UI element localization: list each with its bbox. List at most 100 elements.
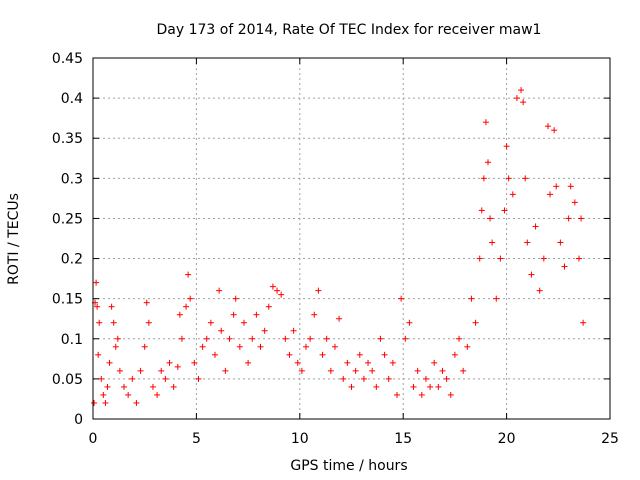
data-point xyxy=(547,191,554,198)
data-point xyxy=(303,343,310,350)
data-point xyxy=(505,175,512,182)
data-point xyxy=(323,335,330,342)
data-point xyxy=(307,335,314,342)
data-point xyxy=(319,351,326,358)
data-point xyxy=(195,375,202,382)
data-point xyxy=(472,319,479,326)
data-point xyxy=(464,343,471,350)
data-point xyxy=(176,311,183,318)
data-point xyxy=(348,383,355,390)
data-point xyxy=(509,191,516,198)
data-point xyxy=(418,391,425,398)
data-point xyxy=(551,127,558,134)
data-point xyxy=(137,367,144,374)
data-point xyxy=(294,359,301,366)
data-point xyxy=(398,295,405,302)
data-point xyxy=(226,335,233,342)
y-tick-label: 0 xyxy=(74,412,83,428)
data-point xyxy=(513,95,520,102)
data-point xyxy=(95,351,102,358)
data-point xyxy=(218,327,225,334)
data-point xyxy=(94,303,101,310)
data-point xyxy=(520,99,527,106)
x-tick-labels: 0 5 10 15 20 25 xyxy=(89,431,619,447)
data-point xyxy=(112,343,119,350)
data-point xyxy=(422,375,429,382)
data-point xyxy=(162,375,169,382)
data-point xyxy=(143,299,150,306)
data-point xyxy=(497,255,504,262)
data-point xyxy=(381,351,388,358)
data-point xyxy=(100,391,107,398)
data-point xyxy=(489,239,496,246)
data-point xyxy=(199,343,206,350)
data-point xyxy=(222,367,229,374)
y-tick-label: 0.1 xyxy=(61,332,83,348)
data-point xyxy=(503,143,510,150)
y-axis-label: ROTI / TECUs xyxy=(6,193,22,285)
data-point xyxy=(406,319,413,326)
data-point xyxy=(265,303,272,310)
data-point xyxy=(561,263,568,270)
data-point xyxy=(290,327,297,334)
data-point xyxy=(102,399,109,406)
data-point xyxy=(261,327,268,334)
data-point xyxy=(232,295,239,302)
data-point xyxy=(187,295,194,302)
data-point xyxy=(91,399,98,406)
data-point xyxy=(340,375,347,382)
data-point xyxy=(575,255,582,262)
y-tick-label: 0.4 xyxy=(61,91,83,107)
data-point xyxy=(567,183,574,190)
data-point xyxy=(480,175,487,182)
y-tick-labels: 0 0.05 0.1 0.15 0.2 0.25 0.3 0.35 0.4 0.45 xyxy=(52,51,83,428)
y-tick-label: 0.25 xyxy=(52,211,83,227)
data-point xyxy=(427,383,434,390)
data-point xyxy=(431,359,438,366)
data-point xyxy=(311,311,318,318)
data-point xyxy=(435,383,442,390)
data-point xyxy=(240,319,247,326)
data-point xyxy=(154,391,161,398)
data-point xyxy=(493,295,500,302)
data-point xyxy=(565,215,572,222)
data-point xyxy=(389,359,396,366)
data-point xyxy=(327,367,334,374)
data-point xyxy=(414,367,421,374)
x-tick-label: 25 xyxy=(601,431,619,447)
data-point xyxy=(352,367,359,374)
data-point xyxy=(274,287,281,294)
data-point xyxy=(518,87,525,94)
data-point xyxy=(216,287,223,294)
data-point xyxy=(532,223,539,230)
data-point xyxy=(478,207,485,214)
data-point xyxy=(121,383,128,390)
data-point xyxy=(108,303,115,310)
data-point xyxy=(385,375,392,382)
grid-lines xyxy=(93,58,610,419)
data-point xyxy=(96,319,103,326)
data-point xyxy=(257,343,264,350)
data-point xyxy=(447,391,454,398)
data-point xyxy=(282,335,289,342)
data-point xyxy=(133,399,140,406)
data-point xyxy=(183,303,190,310)
data-point xyxy=(522,175,529,182)
data-point xyxy=(253,311,260,318)
data-point xyxy=(456,335,463,342)
data-point xyxy=(298,367,305,374)
data-point xyxy=(98,375,105,382)
data-point xyxy=(278,291,285,298)
data-point xyxy=(468,295,475,302)
data-point xyxy=(553,183,560,190)
data-point xyxy=(373,383,380,390)
data-point xyxy=(174,363,181,370)
data-point xyxy=(439,367,446,374)
data-point xyxy=(528,271,535,278)
data-point xyxy=(336,315,343,322)
data-point xyxy=(443,375,450,382)
x-tick-label: 5 xyxy=(192,431,201,447)
data-point xyxy=(166,359,173,366)
data-point xyxy=(178,335,185,342)
data-point xyxy=(482,119,489,126)
